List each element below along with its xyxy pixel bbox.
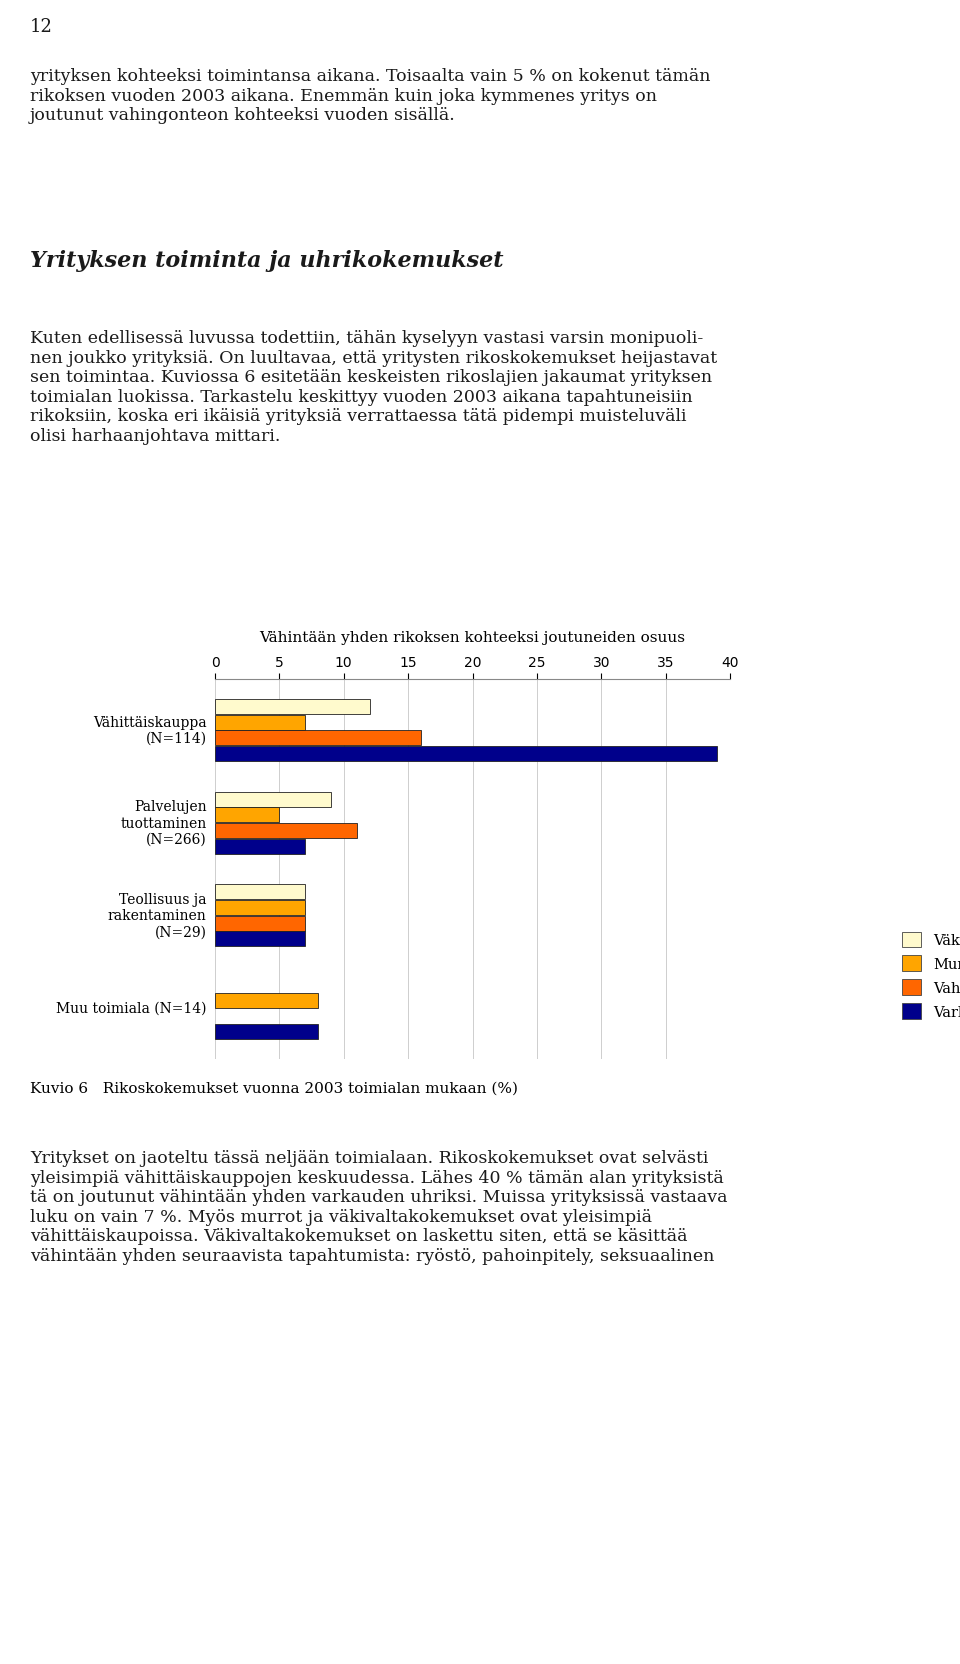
Text: Kuvio 6   Rikoskokemukset vuonna 2003 toimialan mukaan (%): Kuvio 6 Rikoskokemukset vuonna 2003 toim… bbox=[30, 1082, 518, 1095]
Text: 12: 12 bbox=[30, 18, 53, 37]
Bar bbox=[215, 699, 370, 714]
Legend: Väkivalta, Murrot, Vahingonteot, Varkaus: Väkivalta, Murrot, Vahingonteot, Varkaus bbox=[902, 932, 960, 1020]
Bar bbox=[215, 792, 331, 807]
Text: yrityksen kohteeksi toimintansa aikana. Toisaalta vain 5 % on kokenut tämän
riko: yrityksen kohteeksi toimintansa aikana. … bbox=[30, 68, 710, 125]
Text: Yrityksen toiminta ja uhrikokemukset: Yrityksen toiminta ja uhrikokemukset bbox=[30, 250, 503, 271]
Bar bbox=[215, 839, 305, 854]
Bar bbox=[215, 1025, 318, 1040]
Bar bbox=[215, 730, 421, 745]
Bar bbox=[215, 900, 305, 915]
Bar bbox=[215, 747, 717, 762]
Text: Kuten edellisessä luvussa todettiin, tähän kyselyyn vastasi varsin monipuoli-
ne: Kuten edellisessä luvussa todettiin, täh… bbox=[30, 329, 717, 444]
Bar bbox=[215, 993, 318, 1008]
Bar bbox=[215, 824, 356, 839]
Bar bbox=[215, 885, 305, 900]
Title: Vähintään yhden rikoksen kohteeksi joutuneiden osuus: Vähintään yhden rikoksen kohteeksi joutu… bbox=[259, 631, 685, 644]
Bar bbox=[215, 917, 305, 932]
Bar bbox=[215, 716, 305, 730]
Text: Yritykset on jaoteltu tässä neljään toimialaan. Rikoskokemukset ovat selvästi
yl: Yritykset on jaoteltu tässä neljään toim… bbox=[30, 1150, 728, 1265]
Bar bbox=[215, 932, 305, 947]
Bar bbox=[215, 807, 279, 822]
